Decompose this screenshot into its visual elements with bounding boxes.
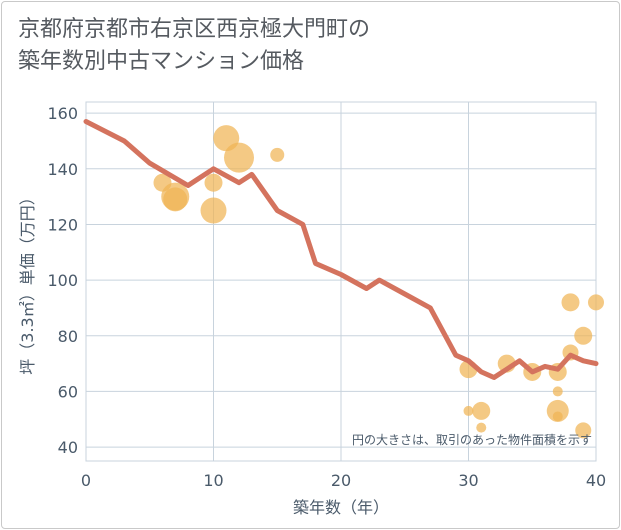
bubble-point	[270, 147, 285, 162]
bubble-point	[204, 173, 223, 192]
bubble-size-note: 円の大きさは、取引のあった物件面積を示す	[352, 432, 592, 447]
trend-line	[83, 119, 599, 380]
y-tick-label: 80	[58, 327, 78, 346]
y-tick-label: 60	[58, 382, 78, 401]
bubble-point	[163, 187, 188, 212]
bubble-point	[588, 294, 604, 311]
bubble-point	[561, 293, 580, 312]
axis-ticks: 0 10 20 30 40 40 60 80 100 120 140 160	[47, 104, 606, 490]
chart-title-line-1: 京都府京都市右京区西京極大門町の	[18, 17, 371, 42]
bubble-point	[463, 405, 474, 416]
bubble-point	[574, 326, 593, 345]
bubble-point	[224, 142, 254, 173]
bubble-point	[476, 422, 487, 433]
x-tick-label: 10	[203, 471, 223, 490]
x-tick-label: 0	[81, 471, 91, 490]
bubble-point	[552, 411, 563, 422]
x-tick-label: 40	[586, 471, 606, 490]
bubble-point	[546, 399, 569, 422]
y-tick-label: 140	[47, 160, 78, 179]
trend-line-series	[83, 119, 599, 380]
bubble-point	[575, 422, 592, 439]
chart-title: 京都府京都市右京区西京極大門町の 築年数別中古マンション価格	[18, 14, 608, 78]
grid-lines	[85, 101, 597, 462]
x-tick-label: 30	[458, 471, 478, 490]
y-tick-label: 160	[47, 104, 78, 123]
chart-title-line-2: 築年数別中古マンション価格	[18, 49, 305, 74]
y-tick-label: 120	[47, 215, 78, 234]
bubble-point	[552, 386, 563, 397]
y-tick-label: 100	[47, 271, 78, 290]
x-tick-label: 20	[331, 471, 351, 490]
bubble-point	[472, 401, 491, 420]
y-axis-label: 坪（3.3㎡）単価（万円）	[18, 189, 37, 374]
x-axis-label: 築年数（年）	[293, 498, 389, 517]
bubble-point	[200, 197, 227, 224]
y-tick-label: 40	[58, 438, 78, 457]
